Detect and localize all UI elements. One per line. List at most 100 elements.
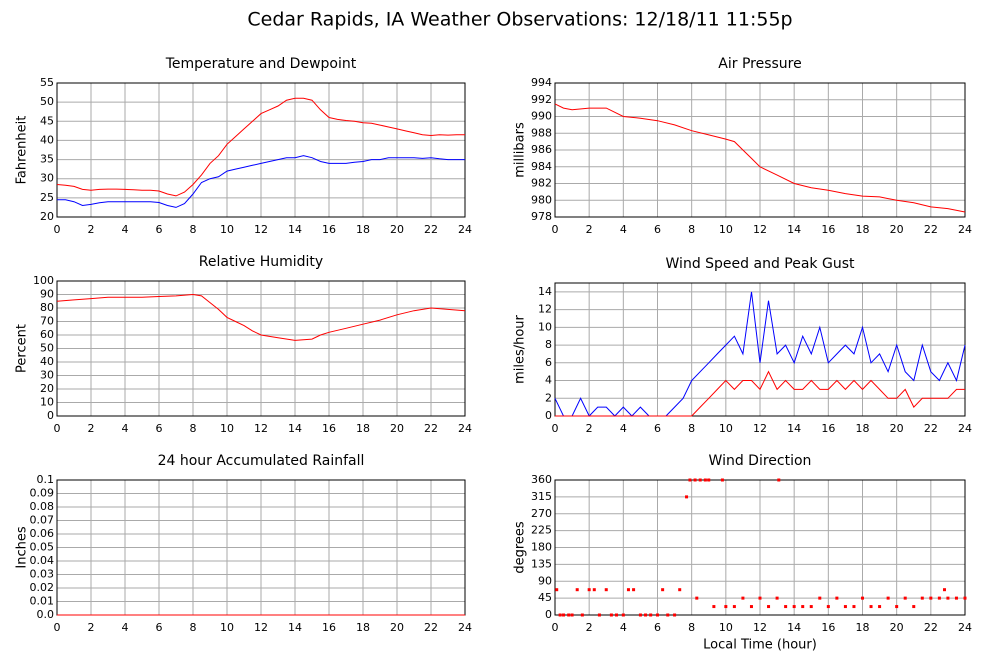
data-point	[558, 613, 562, 617]
data-point	[678, 588, 682, 592]
data-point	[869, 605, 873, 609]
data-point	[749, 605, 753, 609]
x-tick-label: 20	[390, 223, 404, 236]
y-tick-label: 0.08	[30, 500, 55, 513]
y-axis-label: millibars	[513, 122, 528, 178]
data-point	[963, 596, 967, 600]
data-point	[632, 588, 636, 592]
y-tick-label: 80	[40, 301, 54, 314]
data-point	[878, 605, 882, 609]
x-tick-label: 12	[753, 621, 767, 634]
x-tick-label: 24	[458, 422, 472, 435]
y-tick-label: 50	[40, 342, 54, 355]
data-point	[587, 588, 591, 592]
x-tick-label: 18	[356, 223, 370, 236]
data-point	[732, 605, 736, 609]
y-tick-label: 30	[40, 369, 54, 382]
y-tick-label: 70	[40, 315, 54, 328]
data-point	[604, 588, 608, 592]
y-tick-label: 0.04	[30, 554, 55, 567]
x-tick-label: 12	[254, 223, 268, 236]
y-tick-label: 0.06	[30, 527, 55, 540]
x-tick-label: 18	[356, 422, 370, 435]
x-tick-label: 14	[288, 621, 302, 634]
data-point	[946, 596, 950, 600]
y-tick-label: 988	[531, 126, 552, 139]
y-tick-label: 60	[40, 328, 54, 341]
x-tick-label: 4	[620, 223, 627, 236]
x-tick-label: 6	[654, 223, 661, 236]
x-tick-label: 24	[458, 223, 472, 236]
data-point	[929, 596, 933, 600]
data-point	[673, 613, 677, 617]
data-point	[767, 605, 771, 609]
y-tick-label: 0.1	[37, 473, 55, 486]
data-point	[688, 478, 692, 482]
data-point	[562, 613, 566, 617]
data-point	[920, 596, 924, 600]
x-tick-label: 12	[254, 422, 268, 435]
data-point	[943, 588, 946, 592]
y-tick-label: 270	[531, 507, 552, 520]
data-line	[554, 103, 966, 213]
y-tick-label: 0.09	[30, 487, 55, 500]
x-tick-label: 10	[220, 621, 234, 634]
data-point	[758, 596, 762, 600]
y-tick-label: 25	[40, 191, 54, 204]
y-tick-label: 0.07	[30, 514, 55, 527]
y-tick-label: 55	[40, 76, 54, 89]
data-point	[661, 588, 665, 592]
chart-title: 24 hour Accumulated Rainfall	[158, 453, 365, 469]
y-tick-label: 0.01	[30, 595, 55, 608]
x-tick-label: 16	[821, 223, 835, 236]
plot-frame	[554, 479, 966, 616]
data-point	[638, 613, 642, 617]
data-point	[575, 588, 579, 592]
y-tick-label: 8	[545, 338, 552, 351]
y-tick-label: 978	[531, 210, 552, 223]
x-tick-label: 2	[586, 223, 593, 236]
y-tick-label: 990	[531, 110, 552, 123]
plot-frame	[56, 280, 466, 417]
chart-title: Wind Speed and Peak Gust	[666, 256, 855, 272]
x-tick-label: 8	[190, 422, 197, 435]
x-tick-label: 0	[552, 621, 559, 634]
y-tick-label: 10	[40, 396, 54, 409]
x-tick-label: 8	[688, 621, 695, 634]
y-tick-label: 992	[531, 93, 552, 106]
data-point	[644, 613, 648, 617]
y-tick-label: 984	[531, 160, 552, 173]
data-point	[954, 596, 958, 600]
x-tick-label: 16	[322, 223, 336, 236]
data-point	[720, 478, 724, 482]
x-tick-label: 4	[620, 621, 627, 634]
y-tick-label: 980	[531, 193, 552, 206]
y-tick-label: 135	[531, 557, 552, 570]
y-tick-label: 35	[40, 153, 54, 166]
x-tick-label: 20	[890, 422, 904, 435]
x-tick-label: 24	[958, 223, 972, 236]
x-tick-label: 18	[856, 621, 870, 634]
data-point	[609, 613, 613, 617]
x-tick-label: 2	[586, 422, 593, 435]
y-tick-label: 0.02	[30, 581, 55, 594]
x-tick-label: 16	[322, 621, 336, 634]
x-tick-label: 22	[424, 223, 438, 236]
x-tick-label: 20	[890, 621, 904, 634]
plot-frame	[554, 282, 966, 417]
data-point	[903, 596, 907, 600]
x-tick-label: 8	[190, 223, 197, 236]
x-tick-label: 24	[458, 621, 472, 634]
data-line	[57, 155, 465, 208]
y-tick-label: 0.0	[37, 608, 55, 621]
x-tick-label: 4	[620, 422, 627, 435]
y-axis-label: degrees	[513, 521, 528, 574]
data-point	[912, 605, 916, 609]
data-point	[649, 613, 653, 617]
data-point	[886, 596, 890, 600]
data-point	[937, 596, 941, 600]
x-tick-label: 6	[654, 422, 661, 435]
x-tick-label: 14	[288, 422, 302, 435]
x-tick-label: 12	[753, 422, 767, 435]
